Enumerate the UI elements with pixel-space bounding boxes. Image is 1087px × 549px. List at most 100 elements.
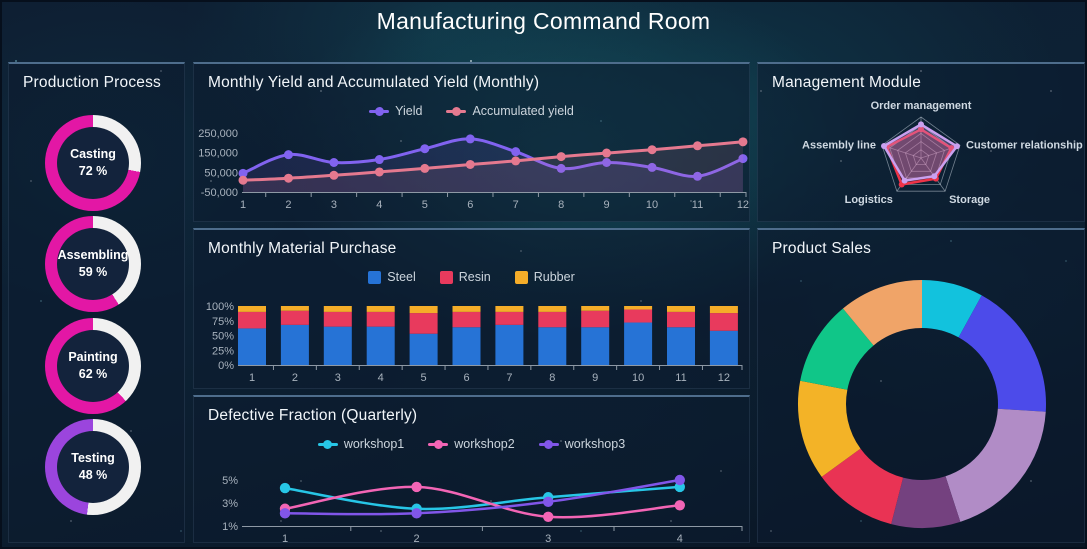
- svg-text:2: 2: [292, 372, 298, 384]
- svg-text:150,000: 150,000: [198, 148, 238, 160]
- legend-label: Accumulated yield: [472, 104, 574, 118]
- svg-text:5: 5: [421, 372, 427, 384]
- bar-segment-Steel[interactable]: [280, 324, 309, 365]
- bar-segment-Steel[interactable]: [409, 333, 438, 365]
- bar-segment-Resin[interactable]: [538, 311, 567, 328]
- bar-segment-Resin[interactable]: [667, 311, 695, 328]
- legend-item-accumulated-yield[interactable]: Accumulated yield: [446, 104, 574, 118]
- svg-text:1: 1: [240, 199, 246, 211]
- pie-slice[interactable]: [922, 280, 982, 338]
- bar-segment-Resin[interactable]: [452, 311, 481, 328]
- svg-text:1%: 1%: [222, 521, 238, 533]
- svg-text:7: 7: [506, 372, 512, 384]
- svg-text:3: 3: [545, 533, 551, 545]
- gauge-label: Testing: [71, 450, 115, 465]
- bar-segment-Steel[interactable]: [667, 327, 695, 365]
- bar-segment-Rubber[interactable]: [238, 306, 266, 312]
- bar-segment-Rubber[interactable]: [280, 306, 309, 311]
- bar-segment-Rubber[interactable]: [409, 306, 438, 314]
- svg-text:3: 3: [335, 372, 341, 384]
- svg-text:3%: 3%: [222, 498, 238, 510]
- legend-item-workshop1[interactable]: workshop1: [317, 437, 404, 451]
- legend-marker-icon: [514, 270, 528, 284]
- svg-text:10: 10: [632, 372, 644, 384]
- series-line-workshop3[interactable]: [283, 478, 682, 516]
- bar-segment-Rubber[interactable]: [581, 306, 610, 311]
- gauge-value: 62 %: [78, 366, 108, 381]
- radar-axis-label: Customer relationship: [966, 139, 1083, 151]
- bar-segment-Steel[interactable]: [323, 326, 352, 365]
- svg-text:50%: 50%: [212, 331, 234, 343]
- ring-gauge-testing[interactable]: Testing 48 %: [45, 419, 141, 515]
- bar-segment-Resin[interactable]: [581, 310, 610, 328]
- bar-segment-Resin[interactable]: [709, 313, 738, 331]
- panel-monthly-yield: Monthly Yield and Accumulated Yield (Mon…: [193, 62, 750, 222]
- bar-segment-Resin[interactable]: [624, 309, 653, 323]
- svg-text:100%: 100%: [206, 301, 234, 313]
- svg-text:11: 11: [692, 199, 703, 211]
- ring-gauge-painting[interactable]: Painting 62 %: [45, 318, 141, 414]
- bar-segment-Rubber[interactable]: [495, 306, 524, 312]
- pie-slice[interactable]: [958, 295, 1047, 412]
- bar-segment-Steel[interactable]: [624, 322, 653, 365]
- pie-slice[interactable]: [798, 380, 861, 477]
- ring-gauge-casting[interactable]: Casting 72 %: [45, 115, 141, 211]
- svg-text:5%: 5%: [222, 475, 238, 487]
- management-radar-chart-canvas[interactable]: Order management Customer relationship Sto…: [758, 64, 1086, 224]
- svg-text:8: 8: [549, 372, 555, 384]
- bar-segment-Resin[interactable]: [280, 310, 309, 325]
- legend-marker-icon: [368, 270, 382, 284]
- starfield-background: [0, 0, 2, 2]
- radar-axis-label: Assembly line: [802, 139, 876, 151]
- legend-label: Steel: [387, 270, 416, 284]
- pie-slice[interactable]: [800, 308, 874, 390]
- legend-item-workshop2[interactable]: workshop2: [428, 437, 515, 451]
- legend-item-workshop3[interactable]: workshop3: [538, 437, 625, 451]
- pie-slice[interactable]: [945, 408, 1046, 522]
- panel-defective-fraction: Defective Fraction (Quarterly) workshop1…: [193, 395, 751, 545]
- sales-donut-chart-canvas[interactable]: [758, 230, 1086, 545]
- legend-marker-icon: [369, 106, 390, 116]
- svg-text:50,000: 50,000: [204, 167, 238, 179]
- bar-segment-Steel[interactable]: [495, 324, 524, 365]
- ring-gauge-assembling[interactable]: Assembling 59 %: [45, 216, 141, 312]
- bar-segment-Rubber[interactable]: [709, 306, 738, 314]
- bar-segment-Rubber[interactable]: [323, 306, 352, 312]
- panel-production-process: Production Process Casting 72 % Assembling…: [8, 62, 185, 543]
- radar-series[interactable]: [882, 123, 959, 182]
- gauge-label: Assembling: [57, 247, 129, 262]
- bar-segment-Steel[interactable]: [709, 330, 738, 365]
- panel-material-purchase: Monthly Material Purchase Steel Resin Rubb…: [193, 228, 750, 389]
- bar-segment-Resin[interactable]: [495, 311, 524, 325]
- bar-segment-Rubber[interactable]: [452, 306, 481, 312]
- bar-segment-Steel[interactable]: [538, 327, 567, 365]
- radar-series[interactable]: [885, 128, 953, 186]
- legend-item-resin[interactable]: Resin: [439, 270, 491, 284]
- bar-segment-Steel[interactable]: [366, 326, 395, 365]
- bar-segment-Resin[interactable]: [238, 311, 266, 329]
- bar-segment-Rubber[interactable]: [624, 306, 653, 310]
- bar-segment-Rubber[interactable]: [366, 306, 395, 312]
- pie-slice[interactable]: [821, 448, 904, 525]
- bar-segment-Resin[interactable]: [366, 311, 395, 327]
- pie-slice[interactable]: [842, 280, 922, 346]
- material-bar-chart-canvas[interactable]: 100%75%50%25%0%1 2 3 4 5 6 7 8 9 10 11 12: [194, 230, 751, 391]
- svg-text:1: 1: [249, 372, 255, 384]
- legend-item-steel[interactable]: Steel: [368, 270, 416, 284]
- series-line-workshop2[interactable]: [283, 485, 682, 519]
- bar-segment-Steel[interactable]: [581, 327, 610, 365]
- gauge-value: 72 %: [78, 163, 108, 178]
- bar-segment-Rubber[interactable]: [667, 306, 695, 312]
- svg-text:3: 3: [331, 199, 337, 211]
- bar-segment-Rubber[interactable]: [538, 306, 567, 312]
- bar-segment-Resin[interactable]: [323, 311, 352, 327]
- bar-segment-Steel[interactable]: [238, 328, 266, 365]
- legend-item-yield[interactable]: Yield: [369, 104, 422, 118]
- gauge-center: Casting 72 %: [57, 127, 129, 199]
- bar-segment-Steel[interactable]: [452, 327, 481, 365]
- pie-slice[interactable]: [891, 476, 961, 528]
- bar-segment-Resin[interactable]: [409, 313, 438, 334]
- defective-line-chart-canvas[interactable]: 5% 3% 1% 1 2 3 4: [194, 397, 751, 545]
- legend-item-rubber[interactable]: Rubber: [514, 270, 575, 284]
